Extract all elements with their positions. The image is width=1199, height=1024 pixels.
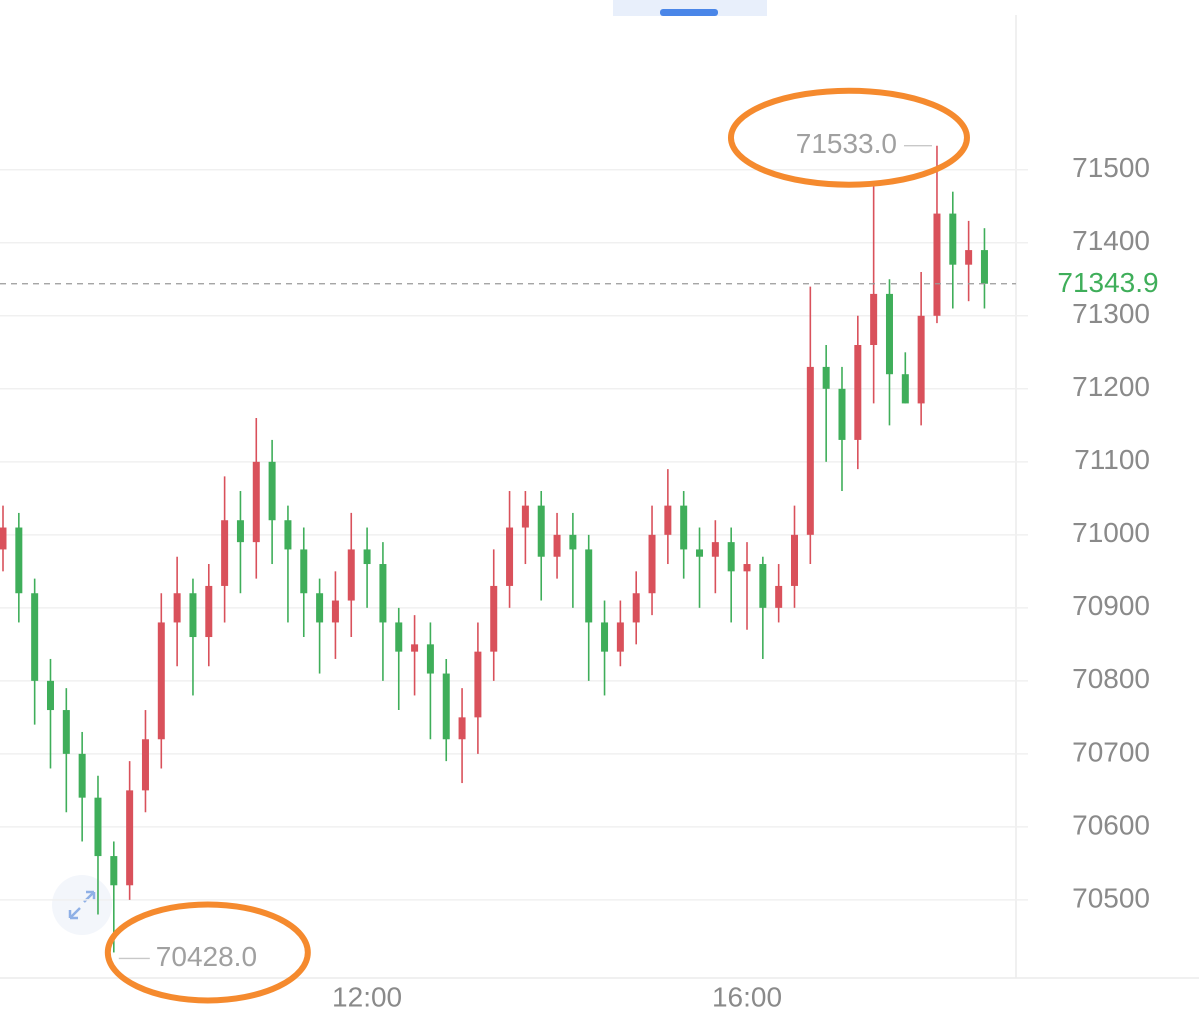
y-tick-label: 71100 bbox=[1074, 444, 1150, 475]
candle-body bbox=[759, 564, 767, 608]
annotation-label: 71533.0 bbox=[796, 128, 897, 159]
y-tick-label: 70900 bbox=[1072, 590, 1150, 621]
x-tick-label: 16:00 bbox=[712, 981, 782, 1012]
candle-body bbox=[743, 564, 751, 572]
top-tab[interactable] bbox=[613, 0, 767, 16]
candle-body bbox=[711, 542, 719, 557]
candle-body bbox=[601, 622, 609, 652]
candle-body bbox=[15, 527, 23, 594]
candle-body bbox=[141, 739, 149, 791]
candle-body bbox=[189, 593, 197, 638]
candle-body bbox=[236, 520, 244, 543]
y-tick-label: 70500 bbox=[1072, 882, 1150, 913]
candle-body bbox=[157, 622, 165, 740]
candle-body bbox=[252, 461, 260, 543]
candle-body bbox=[331, 600, 339, 623]
last-price-label: 71343.9 bbox=[1057, 267, 1158, 298]
candle-body bbox=[442, 673, 450, 740]
candle-body bbox=[632, 593, 640, 623]
candle-body bbox=[901, 374, 909, 404]
candle-body bbox=[822, 366, 830, 389]
candle-body bbox=[363, 549, 371, 565]
candle-body bbox=[933, 213, 941, 316]
candle-body bbox=[854, 345, 862, 440]
candle-body bbox=[506, 527, 514, 586]
candle-body bbox=[616, 622, 624, 652]
y-tick-label: 70800 bbox=[1072, 663, 1150, 694]
candle-body bbox=[791, 534, 798, 586]
candle-body bbox=[980, 250, 988, 284]
candle-body bbox=[569, 534, 577, 550]
candle-body bbox=[126, 790, 134, 886]
candle-body bbox=[521, 505, 529, 528]
candle-body bbox=[300, 549, 308, 594]
candle-body bbox=[885, 293, 893, 375]
candle-body bbox=[965, 250, 973, 265]
candle-body bbox=[727, 542, 735, 572]
highlight-ellipse bbox=[104, 901, 311, 1004]
candle-body bbox=[426, 644, 434, 674]
candle-body bbox=[553, 534, 561, 557]
candle-body bbox=[458, 717, 466, 740]
candle-body bbox=[411, 644, 419, 652]
y-tick-label: 70700 bbox=[1072, 736, 1150, 767]
candle-body bbox=[585, 549, 593, 623]
candle-body bbox=[347, 549, 355, 601]
candle-body bbox=[490, 585, 498, 652]
candle-body bbox=[62, 710, 70, 754]
candle-body bbox=[46, 680, 54, 711]
candle-body bbox=[664, 505, 672, 535]
candle-body bbox=[221, 520, 229, 586]
candle-body bbox=[806, 366, 814, 535]
y-tick-label: 71400 bbox=[1072, 225, 1150, 256]
y-tick-label: 71300 bbox=[1072, 298, 1150, 329]
candle-body bbox=[870, 293, 878, 346]
candle-body bbox=[316, 593, 324, 623]
candle-body bbox=[268, 461, 276, 521]
last-price-box bbox=[1018, 266, 1199, 301]
candle-body bbox=[379, 564, 387, 623]
candle-body bbox=[474, 651, 482, 718]
candle-body bbox=[31, 593, 39, 681]
y-tick-label: 71200 bbox=[1072, 371, 1150, 402]
candle-body bbox=[680, 505, 688, 550]
candle-body bbox=[284, 520, 292, 550]
candle-body bbox=[537, 505, 545, 557]
candle-body bbox=[838, 388, 846, 440]
candle-body bbox=[173, 593, 181, 623]
candle-body bbox=[78, 753, 86, 798]
candle-body bbox=[205, 585, 213, 638]
candle-body bbox=[110, 856, 118, 886]
candle-body bbox=[648, 534, 656, 594]
tab-indicator bbox=[660, 9, 718, 16]
annotation-label: 70428.0 bbox=[156, 941, 257, 972]
candle-body bbox=[0, 527, 7, 550]
candle-body bbox=[949, 213, 957, 265]
candle-body bbox=[696, 549, 704, 557]
candle-body bbox=[775, 585, 783, 608]
y-tick-label: 70600 bbox=[1072, 809, 1150, 840]
candle-body bbox=[917, 315, 925, 404]
candle-body bbox=[395, 622, 403, 652]
y-tick-label: 71500 bbox=[1072, 152, 1150, 183]
candle-body bbox=[94, 797, 102, 857]
expand-button[interactable] bbox=[52, 875, 112, 935]
x-tick-label: 12:00 bbox=[332, 981, 402, 1012]
y-tick-label: 71000 bbox=[1072, 517, 1150, 548]
highlight-ellipse bbox=[727, 87, 970, 188]
